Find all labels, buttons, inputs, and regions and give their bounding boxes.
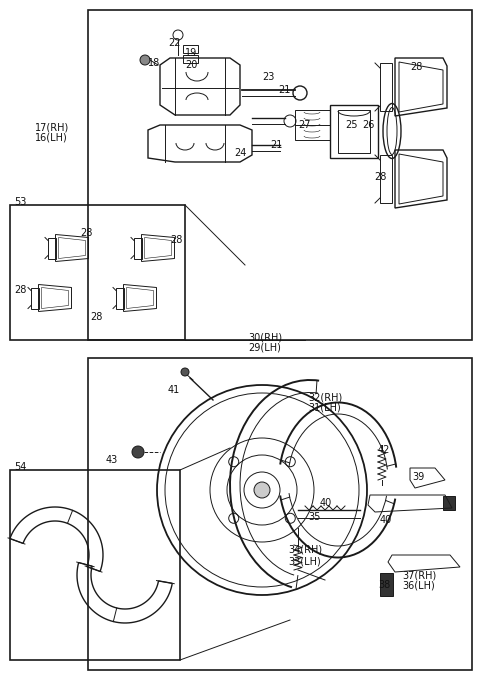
Bar	[183, 45, 198, 53]
Circle shape	[254, 482, 270, 498]
Text: 40: 40	[320, 498, 332, 508]
Text: 29(LH): 29(LH)	[248, 343, 281, 353]
Text: 39: 39	[412, 472, 424, 482]
Text: 28: 28	[374, 172, 386, 182]
Text: 54: 54	[14, 462, 26, 472]
Text: 37(RH): 37(RH)	[402, 570, 436, 580]
Circle shape	[140, 55, 150, 65]
Text: 31(LH): 31(LH)	[308, 403, 341, 413]
Bar	[338, 110, 370, 153]
Bar	[10, 205, 185, 340]
Text: 23: 23	[262, 72, 275, 82]
Text: 40: 40	[380, 515, 392, 525]
Bar	[10, 470, 180, 660]
Text: 30(RH): 30(RH)	[248, 332, 282, 342]
Bar	[88, 10, 472, 340]
Text: 27: 27	[298, 120, 311, 130]
Text: 28: 28	[80, 228, 92, 238]
Text: 35: 35	[308, 512, 320, 522]
Text: 21: 21	[270, 140, 282, 150]
Bar	[295, 110, 330, 140]
Text: 19: 19	[185, 48, 197, 58]
Bar	[330, 105, 378, 158]
Text: 20: 20	[185, 60, 197, 70]
Text: 17(RH): 17(RH)	[35, 122, 69, 132]
Text: 33(LH): 33(LH)	[288, 556, 321, 566]
Text: 28: 28	[90, 312, 102, 322]
Text: 28: 28	[410, 62, 422, 72]
Bar	[380, 573, 393, 596]
Bar	[183, 55, 198, 63]
Bar	[443, 496, 455, 510]
Text: 34(RH): 34(RH)	[288, 545, 322, 555]
Text: 28: 28	[14, 285, 26, 295]
Text: 28: 28	[170, 235, 182, 245]
Text: 26: 26	[362, 120, 374, 130]
Text: 43: 43	[106, 455, 118, 465]
Text: 16(LH): 16(LH)	[35, 133, 68, 143]
Text: 32(RH): 32(RH)	[308, 393, 342, 403]
Text: 24: 24	[234, 148, 246, 158]
Text: 42: 42	[378, 445, 390, 455]
Text: 36(LH): 36(LH)	[402, 581, 435, 591]
Text: 38: 38	[378, 580, 390, 590]
Bar	[88, 358, 472, 670]
Text: 22: 22	[168, 38, 180, 48]
Text: 25: 25	[345, 120, 358, 130]
Text: 18: 18	[148, 58, 160, 68]
Text: 53: 53	[14, 197, 26, 207]
Text: 41: 41	[168, 385, 180, 395]
Text: 21: 21	[278, 85, 290, 95]
Circle shape	[181, 368, 189, 376]
Circle shape	[132, 446, 144, 458]
